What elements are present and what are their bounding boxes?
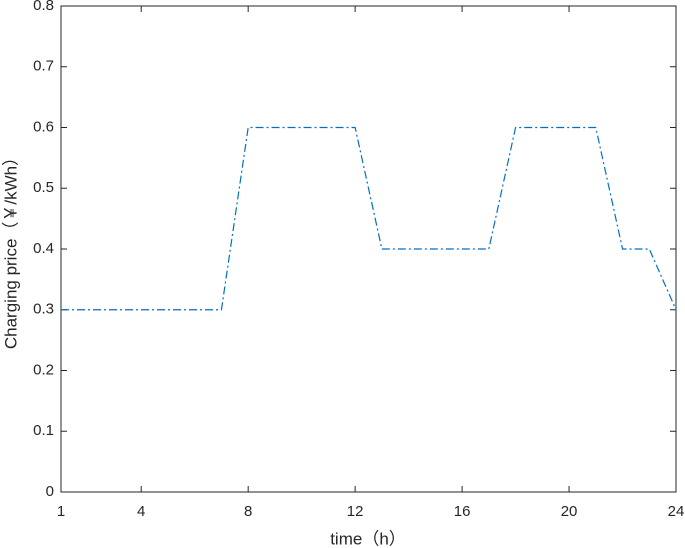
y-tick-label: 0.3 xyxy=(33,301,54,318)
price-line xyxy=(61,126,677,311)
x-tick-label: 1 xyxy=(57,503,65,520)
x-axis-label: time（h） xyxy=(330,529,406,548)
plot-box xyxy=(60,5,677,493)
y-tick-label: 0 xyxy=(46,483,54,500)
x-tick-label: 8 xyxy=(244,503,252,520)
x-tick-label: 24 xyxy=(668,503,685,520)
y-tick-label: 0.2 xyxy=(33,361,54,378)
y-tick-label: 0.8 xyxy=(33,0,54,14)
y-tick-label: 0.1 xyxy=(33,422,54,439)
y-tick-label: 0.6 xyxy=(33,118,54,135)
y-axis-label: Charging price（￥/kWh） xyxy=(1,149,20,349)
x-tick-label: 16 xyxy=(454,503,471,520)
y-tick-label: 0.5 xyxy=(33,179,54,196)
y-tick-label: 0.4 xyxy=(33,240,54,257)
y-tick-label: 0.7 xyxy=(33,58,54,75)
x-tick-label: 20 xyxy=(561,503,578,520)
x-tick-label: 4 xyxy=(137,503,145,520)
x-tick-label: 12 xyxy=(347,503,364,520)
